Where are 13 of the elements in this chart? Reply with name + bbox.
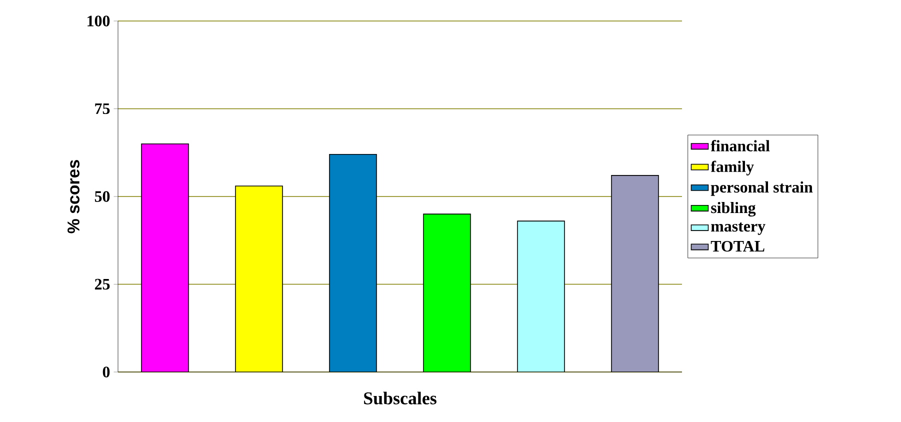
y-tick-label: 0 <box>102 366 110 378</box>
legend-label: financial <box>710 140 770 152</box>
y-axis-title: % scores <box>68 160 80 234</box>
legend-label: TOTAL <box>710 240 764 252</box>
legend-label: family <box>710 160 754 176</box>
legend-label: personal strain <box>710 181 813 196</box>
x-axis-title: Subscales <box>364 392 436 404</box>
y-tick-label: 25 <box>94 278 110 290</box>
y-tick-label: 75 <box>95 103 110 114</box>
legend-label: mastery <box>711 222 766 235</box>
y-tick-label: 50 <box>94 191 110 202</box>
legend-label: sibling <box>711 202 756 217</box>
y-tick-label: 100 <box>88 16 110 26</box>
